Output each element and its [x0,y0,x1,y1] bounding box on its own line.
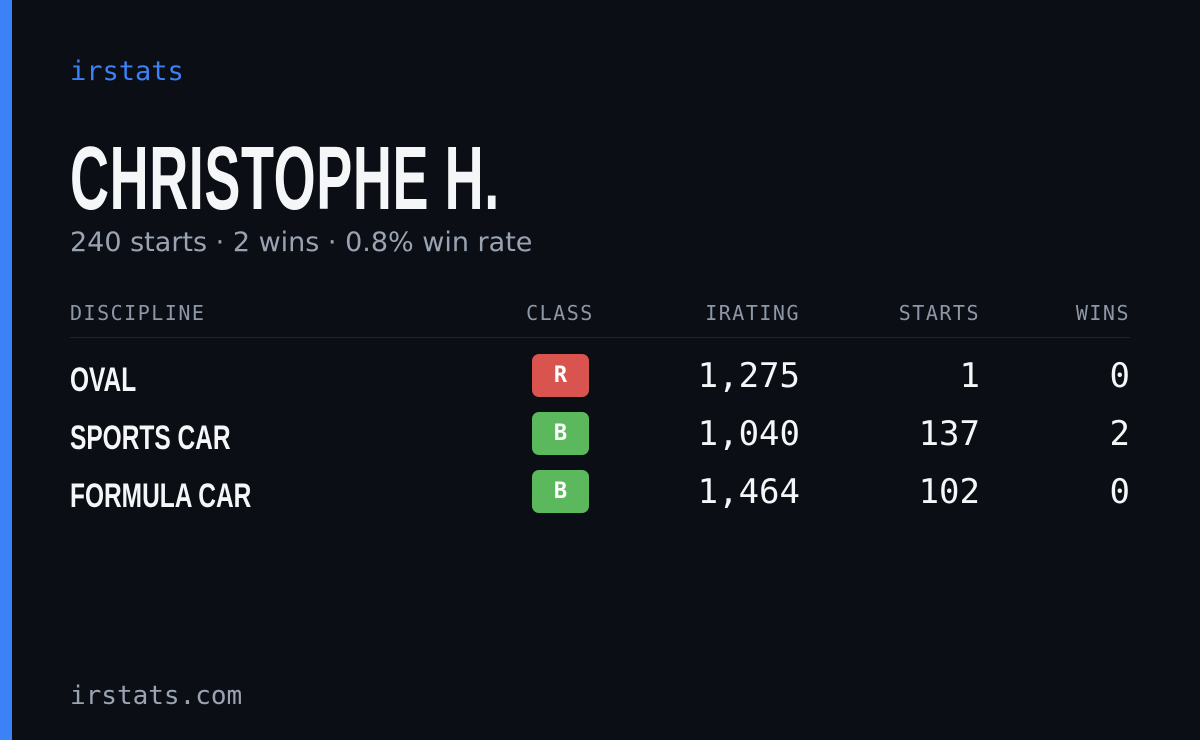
stat-value: 0 [1109,472,1130,512]
player-name: CHRISTOPHE H. [70,129,500,229]
class-badge: R [532,354,589,397]
header-rule [70,337,1130,338]
stat-value: 137 [918,414,980,454]
class-badge: B [532,412,589,455]
discipline: FORMULA CAR [70,477,252,515]
stat-value: 102 [918,472,980,512]
stat-value: 1,275 [697,356,800,396]
column-header: DISCIPLINE [70,301,206,325]
subtitle: 240 starts · 2 wins · 0.8% win rate [70,227,533,258]
discipline: SPORTS CAR [70,419,231,457]
class-badge: B [532,470,589,513]
stat-value: 1 [959,356,980,396]
column-header: CLASS [526,301,594,325]
column-header: STARTS [898,301,980,325]
stat-value: 0 [1109,356,1130,396]
column-header: WINS [1075,301,1130,325]
stat-value: 1,040 [697,414,800,454]
stat-value: 2 [1109,414,1130,454]
stat-value: 1,464 [697,472,800,512]
footer: irstats.com [70,681,243,711]
brand: irstats [70,56,184,87]
discipline: OVAL [70,361,137,399]
accent-bar [0,0,12,740]
column-header: IRATING [705,301,800,325]
